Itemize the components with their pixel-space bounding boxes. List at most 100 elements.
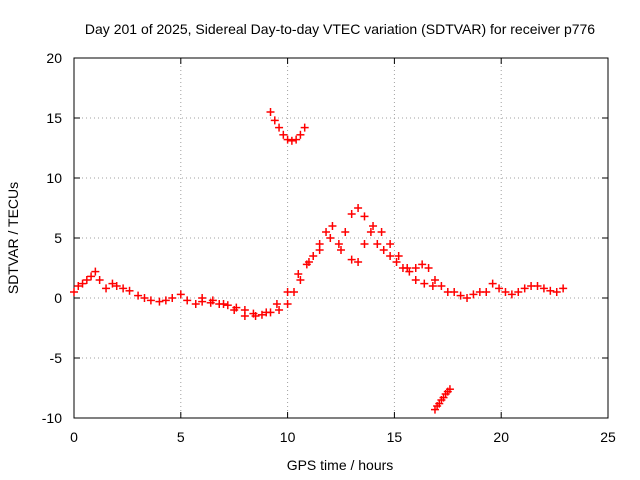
data-point <box>533 282 542 290</box>
x-tick-label: 20 <box>493 429 509 445</box>
data-point <box>334 240 343 248</box>
data-point <box>552 288 561 296</box>
data-point <box>257 310 266 319</box>
y-tick-label: 15 <box>46 110 62 126</box>
x-tick-label: 15 <box>387 429 403 445</box>
axis-ticks: 0 5 10 15 20 25 -10 -5 0 5 10 15 20 <box>42 50 616 445</box>
data-point <box>251 312 260 320</box>
data-point <box>456 291 465 300</box>
x-tick-label: 10 <box>280 429 296 445</box>
data-point <box>296 130 305 139</box>
data-point <box>501 288 510 296</box>
data-point <box>95 276 104 284</box>
data-point <box>283 288 292 296</box>
data-point <box>424 264 433 272</box>
data-point <box>240 312 249 320</box>
data-point <box>418 260 427 269</box>
data-point <box>82 276 91 284</box>
data-point <box>488 279 497 288</box>
data-point <box>287 136 296 145</box>
data-point <box>70 288 78 296</box>
data-point <box>78 279 87 288</box>
data-point <box>198 294 207 302</box>
series-lower-outlier-arc <box>430 385 454 414</box>
data-point <box>283 135 292 144</box>
data-point <box>108 279 117 288</box>
x-tick-label: 0 <box>70 429 78 445</box>
data-point <box>354 258 363 266</box>
data-point <box>411 264 420 272</box>
y-axis-label: SDTVAR / TECUs <box>5 182 21 294</box>
data-point <box>140 294 149 302</box>
y-tick-label: 10 <box>46 170 62 186</box>
data-point <box>539 284 548 293</box>
data-point <box>514 288 523 296</box>
data-point <box>507 290 516 299</box>
chart-title: Day 201 of 2025, Sidereal Day-to-day VTE… <box>85 21 595 37</box>
data-point <box>366 228 375 236</box>
data-point <box>482 288 491 296</box>
data-point <box>430 276 439 284</box>
y-tick-label: -5 <box>50 350 63 366</box>
data-points <box>70 108 568 414</box>
series-main-track <box>70 204 568 319</box>
data-point <box>134 291 143 300</box>
data-point <box>411 276 420 284</box>
y-tick-label: 20 <box>46 50 62 66</box>
data-point <box>146 296 155 305</box>
data-point <box>392 258 401 266</box>
data-point <box>354 204 363 212</box>
data-point <box>520 284 529 293</box>
data-point <box>270 116 279 125</box>
data-point <box>208 296 217 305</box>
data-point <box>328 222 337 230</box>
data-point <box>230 306 239 314</box>
data-point <box>119 284 128 293</box>
data-point <box>450 288 459 296</box>
data-point <box>74 282 83 290</box>
data-point <box>394 252 403 260</box>
data-point <box>360 240 369 248</box>
data-point <box>176 290 185 299</box>
y-tick-label: 5 <box>54 230 62 246</box>
data-point <box>326 234 335 242</box>
data-point <box>315 246 324 254</box>
data-point <box>420 279 429 288</box>
data-point <box>279 130 288 139</box>
data-point <box>347 210 356 218</box>
data-point <box>559 284 568 293</box>
data-point <box>386 252 395 260</box>
y-tick-label: 0 <box>54 290 62 306</box>
data-point <box>283 300 292 308</box>
data-point <box>294 270 303 278</box>
data-point <box>347 255 356 264</box>
data-point <box>296 276 305 284</box>
data-point <box>373 240 382 248</box>
data-point <box>379 246 388 254</box>
x-tick-label: 5 <box>177 429 185 445</box>
data-point <box>161 296 170 305</box>
data-point <box>223 301 232 310</box>
x-axis-label: GPS time / hours <box>287 457 394 473</box>
data-point <box>445 385 454 394</box>
data-point <box>168 294 177 302</box>
data-point <box>292 135 301 144</box>
data-point <box>102 284 111 293</box>
data-point <box>300 123 309 132</box>
data-point <box>546 286 555 295</box>
data-point <box>272 300 281 308</box>
data-point <box>341 228 350 236</box>
data-point <box>469 290 478 299</box>
data-point <box>275 123 284 132</box>
data-point <box>112 282 121 290</box>
x-tick-label: 25 <box>600 429 616 445</box>
y-tick-label: -10 <box>42 410 62 426</box>
data-point <box>386 240 395 248</box>
data-point <box>266 108 275 116</box>
data-point <box>369 222 378 230</box>
data-point <box>125 286 134 295</box>
data-point <box>322 228 331 236</box>
grid <box>74 58 608 418</box>
data-point <box>219 300 228 308</box>
